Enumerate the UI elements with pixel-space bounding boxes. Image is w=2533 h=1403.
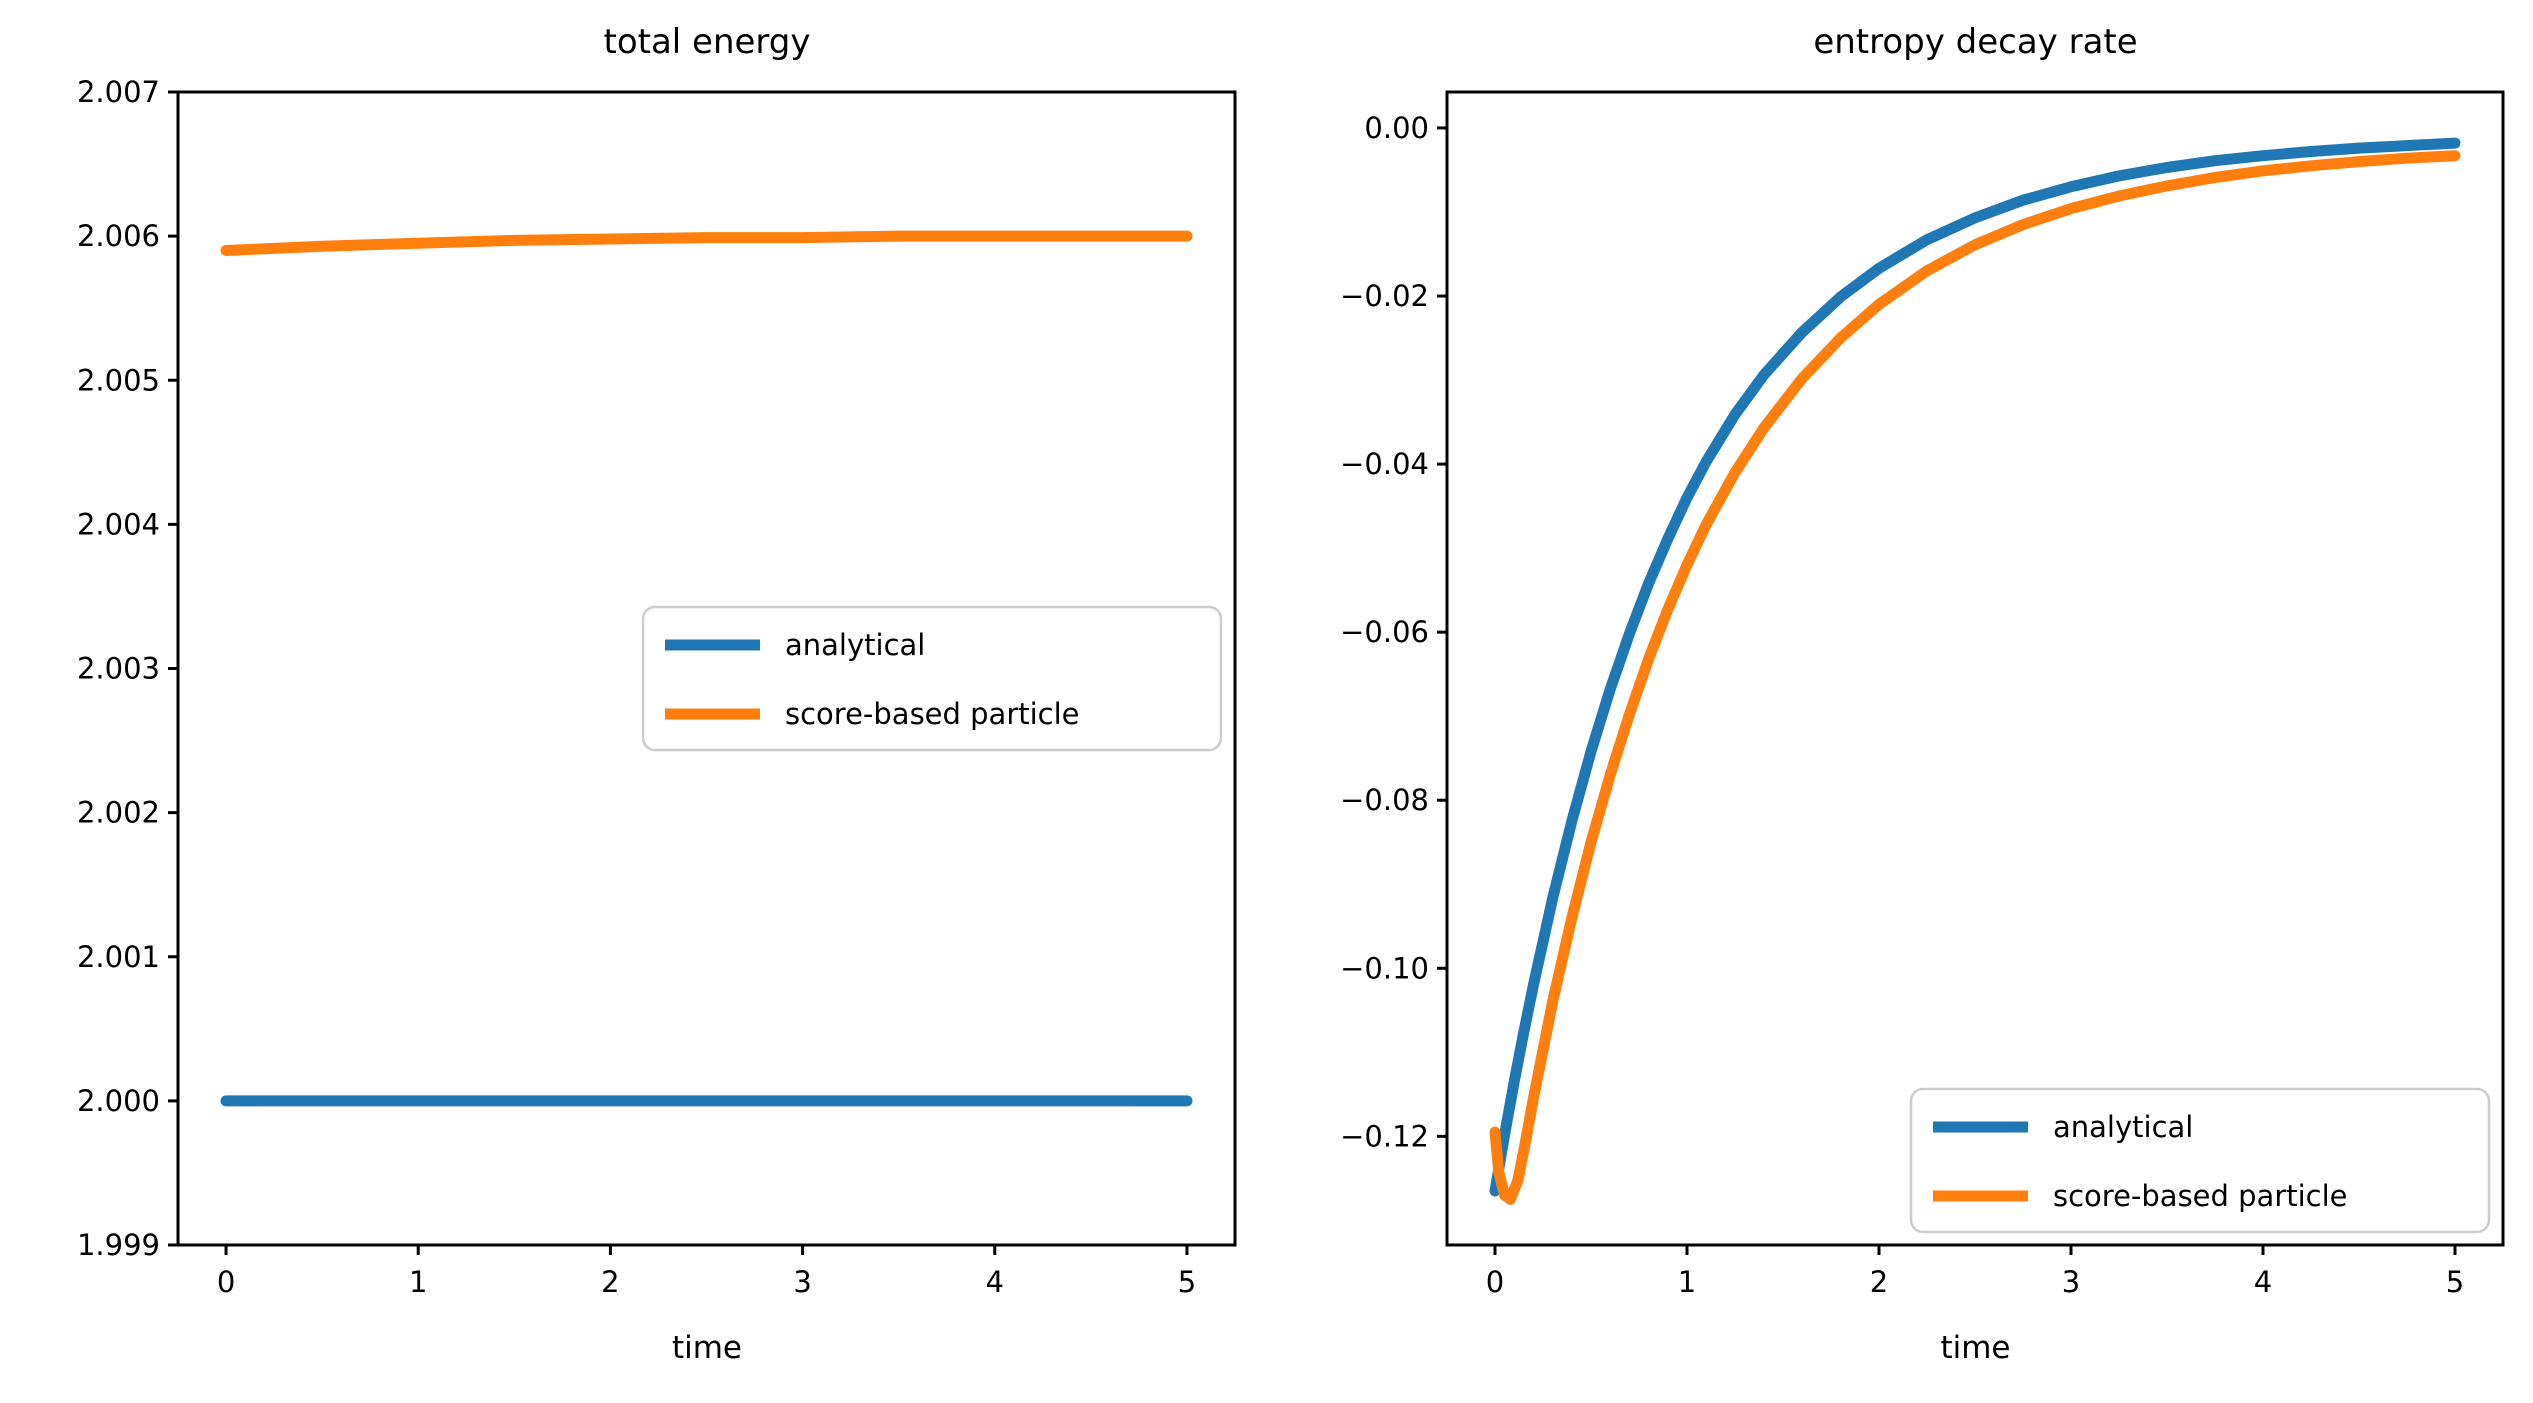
y-tick-label: 2.006	[77, 219, 160, 253]
y-tick-label: −0.06	[1340, 615, 1429, 649]
y-tick-label: 2.001	[77, 940, 160, 974]
x-tick-label: 3	[793, 1265, 811, 1299]
y-tick-label: 2.005	[77, 363, 160, 397]
y-tick-label: 2.007	[77, 75, 160, 109]
total-energy-chart-canvas: 0 1 2 3 4 5 1.999 2.000 2.001 2.002 2.003 2.004 2.00…	[77, 75, 1237, 1299]
series-line-analytical	[1489, 137, 2461, 1197]
y-tick-label: −0.08	[1340, 783, 1429, 817]
chart-title-total-energy: total energy	[603, 22, 811, 62]
y-tick-label: −0.10	[1340, 951, 1429, 985]
legend-label: analytical	[785, 628, 925, 662]
y-tick-label: 0.00	[1364, 111, 1429, 145]
y-tick-label: −0.02	[1340, 279, 1429, 313]
legend-label: score-based particle	[785, 697, 1080, 731]
legend-box	[641, 605, 1223, 752]
legend-label: analytical	[2053, 1110, 2193, 1144]
y-tick-label: 2.004	[77, 507, 160, 541]
x-tick-label: 2	[1870, 1265, 1888, 1299]
x-axis-label-time-left: time	[671, 1330, 743, 1366]
x-tick-label: 5	[2446, 1265, 2464, 1299]
y-tick-label: 2.002	[77, 796, 160, 830]
y-tick-label: 1.999	[77, 1228, 160, 1262]
x-tick-label: 1	[409, 1265, 427, 1299]
series-line-score-based-particle	[1489, 150, 2461, 1205]
y-tick-label: 2.003	[77, 652, 160, 686]
axes-spines	[176, 90, 1237, 1247]
x-tick-label: 0	[1486, 1265, 1504, 1299]
y-tick-label: −0.12	[1340, 1119, 1429, 1153]
x-tick-label: 3	[2062, 1265, 2080, 1299]
x-axis-label-time-right: time	[1940, 1330, 2011, 1366]
subplot-entropy-decay-rate: 0 1 2 3 4 5 0.00 −0.02 −0.04 −0.06 −0.08 −0.10 −0.12…	[1267, 0, 2533, 1403]
series-line-score-based-particle	[220, 230, 1193, 256]
axes-spines	[1445, 90, 2505, 1247]
x-tick-label: 0	[217, 1265, 235, 1299]
legend-box	[1909, 1087, 2491, 1234]
x-tick-label: 4	[986, 1265, 1004, 1299]
y-tick-label: −0.04	[1340, 447, 1429, 481]
x-tick-label: 1	[1678, 1265, 1696, 1299]
chart-title-entropy-decay-rate: entropy decay rate	[1813, 22, 2138, 62]
entropy-decay-rate-chart-canvas: 0 1 2 3 4 5 0.00 −0.02 −0.04 −0.06 −0.08 −0.10 −0.12…	[1340, 90, 2505, 1299]
legend-label: score-based particle	[2053, 1179, 2348, 1213]
y-tick-label: 2.000	[77, 1084, 160, 1118]
x-tick-label: 4	[2254, 1265, 2272, 1299]
x-tick-label: 5	[1178, 1265, 1196, 1299]
x-tick-label: 2	[601, 1265, 619, 1299]
subplot-total-energy: 0 1 2 3 4 5 1.999 2.000 2.001 2.002 2.003 2.004 2.00…	[0, 0, 1266, 1403]
